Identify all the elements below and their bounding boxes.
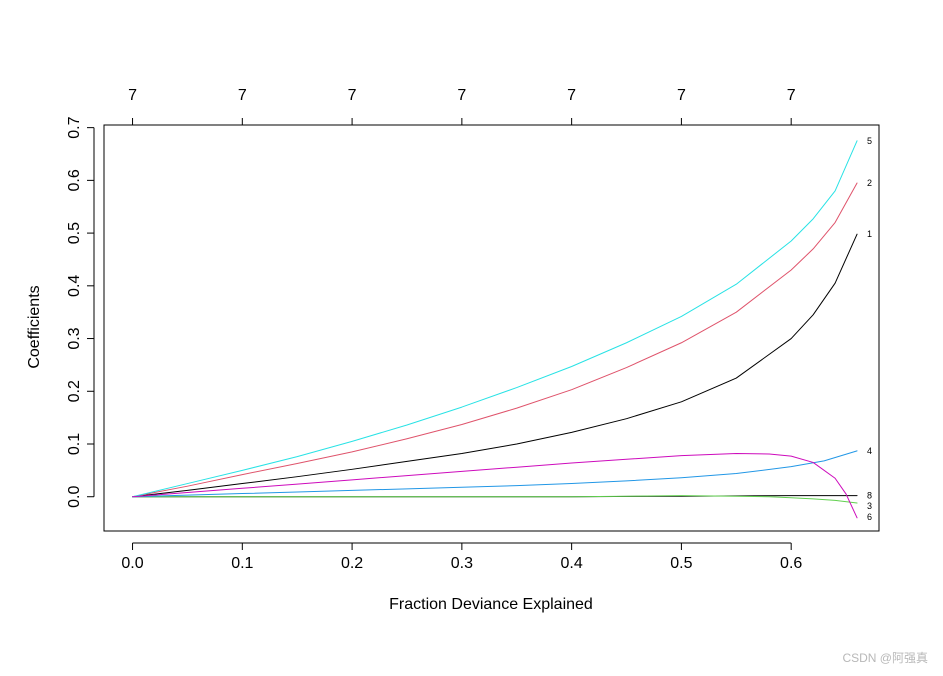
y-tick-label: 0.6	[66, 169, 83, 191]
watermark: CSDN @阿强真	[842, 651, 928, 665]
x-tick-label: 0.6	[780, 555, 802, 572]
series-lines	[132, 140, 858, 519]
y-tick-label: 0.7	[66, 116, 83, 138]
x-axis: 0.0 0.1 0.2 0.3 0.4 0.5 0.6	[121, 542, 802, 572]
series-line-3	[132, 495, 858, 504]
series-end-label-4: 4	[867, 446, 872, 456]
top-tick-label: 7	[348, 87, 357, 104]
top-tick-label: 7	[238, 87, 247, 104]
series-end-label-8: 8	[867, 491, 872, 501]
y-tick-label: 0.1	[66, 433, 83, 455]
y-axis: 0.0 0.1 0.2 0.3 0.4 0.5 0.6 0.7	[66, 116, 95, 508]
top-axis: 7 7 7 7 7 7 7	[128, 87, 796, 125]
plot-frame	[103, 124, 880, 532]
y-tick-label: 0.3	[66, 327, 83, 349]
series-line-2	[132, 182, 858, 498]
series-end-label-1: 1	[867, 229, 872, 239]
series-line-1	[132, 233, 858, 498]
y-tick-label: 0.4	[66, 275, 83, 297]
top-tick-label: 7	[677, 87, 686, 104]
series-end-label-3: 3	[867, 501, 872, 511]
y-tick-label: 0.2	[66, 380, 83, 402]
top-tick-label: 7	[457, 87, 466, 104]
series-end-label-2: 2	[867, 178, 872, 188]
series-line-6	[132, 452, 858, 519]
x-tick-label: 0.5	[670, 555, 692, 572]
y-axis-title: Coefficients	[26, 285, 43, 368]
x-tick-label: 0.2	[341, 555, 363, 572]
series-end-label-5: 5	[867, 136, 872, 146]
top-tick-label: 7	[128, 87, 137, 104]
series-line-4	[132, 450, 858, 498]
x-tick-label: 0.4	[561, 555, 583, 572]
y-tick-label: 0.0	[66, 486, 83, 508]
top-tick-label: 7	[567, 87, 576, 104]
series-end-label-6: 6	[867, 512, 872, 522]
series-end-labels: 5 2 1 4 836	[867, 136, 872, 522]
x-tick-label: 0.1	[231, 555, 253, 572]
series-line-5	[132, 140, 858, 498]
x-tick-label: 0.0	[121, 555, 143, 572]
x-axis-title: Fraction Deviance Explained	[389, 596, 593, 613]
x-tick-label: 0.3	[451, 555, 473, 572]
y-tick-label: 0.5	[66, 222, 83, 244]
top-tick-label: 7	[787, 87, 796, 104]
